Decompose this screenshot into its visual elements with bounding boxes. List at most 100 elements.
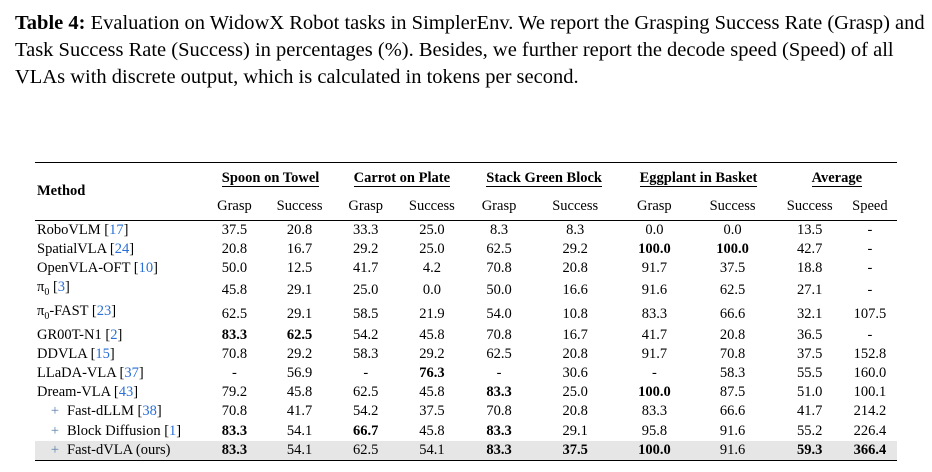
subheader-success: Success: [530, 193, 621, 221]
citation-link[interactable]: 17: [109, 222, 124, 239]
value-cell: 0.0: [645, 222, 664, 239]
value-cell: 13.5: [797, 222, 823, 239]
value-cell: 29.1: [562, 422, 588, 439]
citation-link[interactable]: 37: [124, 365, 139, 382]
value-cell: 29.2: [562, 241, 588, 258]
value-cell: 54.1: [395, 440, 468, 461]
value-cell: 95.8: [641, 422, 668, 439]
subheader-success: Success: [395, 193, 468, 221]
method-name: RoboVLM: [37, 222, 101, 239]
value-cell: 83.3: [486, 384, 512, 401]
value-cell: 83.3: [641, 403, 668, 420]
value-cell: 56.9: [286, 365, 313, 382]
value-cell: 62.5: [221, 305, 248, 322]
value-cell: 33.3: [353, 222, 379, 239]
value-cell: 83.3: [221, 327, 248, 344]
method-cell: LLaDA-VLA [37]: [37, 365, 144, 382]
value-cell: 8.3: [489, 222, 509, 239]
method-name: Fast-dLLM: [67, 403, 134, 420]
citation-link[interactable]: 43: [118, 384, 134, 401]
method-cell: + Fast-dVLA (ours): [35, 440, 206, 461]
citation-link[interactable]: 2: [110, 327, 118, 344]
value-cell: 20.8: [562, 260, 588, 277]
value-cell: -: [363, 365, 369, 382]
value-cell: 0.0: [422, 281, 441, 298]
subheader-grasp: Grasp: [620, 193, 689, 221]
method-subscript: 0: [44, 311, 50, 323]
value-cell: 58.3: [353, 346, 379, 363]
table-row: SpatialVLA [24] 20.8 16.7 29.2 25.0 62.5 29.2 1…: [35, 240, 897, 259]
method-name: Fast-dVLA (ours): [67, 441, 171, 458]
citation-link[interactable]: 38: [142, 403, 157, 420]
citation-link[interactable]: 10: [138, 260, 154, 277]
value-cell: 54.0: [486, 305, 512, 322]
value-cell: 366.4: [842, 440, 897, 461]
value-cell: 66.7: [353, 422, 379, 439]
value-cell: 51.0: [797, 384, 823, 401]
value-cell: 29.2: [286, 346, 313, 363]
method-cell: SpatialVLA [24]: [37, 241, 135, 258]
value-cell: 83.3: [205, 440, 264, 461]
value-cell: 54.1: [286, 422, 313, 439]
citation-link[interactable]: 3: [57, 279, 66, 296]
method-name: OpenVLA-OFT: [37, 260, 131, 277]
value-cell: 37.5: [419, 403, 445, 420]
value-cell: 42.7: [797, 241, 823, 258]
value-cell: -: [867, 241, 873, 258]
value-cell: 41.7: [286, 403, 313, 420]
value-cell: 59.3: [776, 440, 843, 461]
value-cell: 25.0: [419, 222, 445, 239]
value-cell: 83.3: [467, 440, 531, 461]
method-name: GR00T-N1: [37, 327, 102, 344]
value-cell: 37.5: [221, 222, 248, 239]
value-cell: 0.0: [723, 222, 742, 239]
value-cell: 29.2: [419, 346, 445, 363]
value-cell: 37.5: [797, 346, 823, 363]
citation-link[interactable]: 15: [95, 346, 110, 363]
value-cell: 16.7: [286, 241, 313, 258]
value-cell: 91.6: [641, 281, 668, 298]
method-suffix: -FAST: [49, 303, 89, 320]
method-cell: DDVLA [15]: [37, 346, 115, 363]
table-row: π0 [3] 45.8 29.1 25.0 0.0 50.0 16.6 91.6 62.5 27.…: [35, 278, 897, 302]
value-cell: 54.1: [263, 440, 336, 461]
citation-link[interactable]: 24: [114, 241, 130, 258]
subheader-grasp: Grasp: [467, 193, 531, 221]
value-cell: 27.1: [797, 281, 823, 298]
table-row: RoboVLM [17] 37.5 20.8 33.3 25.0 8.3 8.3 0.0 0.0…: [35, 221, 897, 241]
value-cell: 62.5: [486, 346, 512, 363]
table-row: π0-FAST [23] 62.5 29.1 58.5 21.9 54.0 10.8 83.3…: [35, 302, 897, 326]
value-cell: 37.5: [719, 260, 746, 277]
citation-link[interactable]: 23: [96, 303, 112, 320]
value-cell: 107.5: [853, 305, 887, 322]
value-cell: 45.8: [419, 327, 445, 344]
plus-icon: +: [50, 403, 60, 420]
value-cell: 45.8: [286, 384, 313, 401]
value-cell: 91.6: [719, 422, 746, 439]
value-cell: 21.9: [419, 305, 445, 322]
value-cell: 83.3: [221, 422, 248, 439]
value-cell: 83.3: [486, 422, 512, 439]
citation-link[interactable]: 1: [169, 422, 177, 439]
value-cell: 100.0: [716, 241, 749, 258]
value-cell: 30.6: [562, 365, 588, 382]
group-header: Average: [811, 169, 863, 187]
value-cell: 62.5: [286, 327, 313, 344]
subheader-grasp: Grasp: [205, 193, 264, 221]
method-name: Dream-VLA: [37, 384, 111, 401]
value-cell: 100.0: [620, 440, 689, 461]
value-cell: 76.3: [419, 365, 445, 382]
value-cell: 226.4: [853, 422, 887, 439]
value-cell: 37.5: [530, 440, 621, 461]
method-cell: π0-FAST [23]: [37, 303, 117, 323]
value-cell: 29.1: [286, 281, 313, 298]
value-cell: 55.2: [797, 422, 823, 439]
group-header: Eggplant in Basket: [639, 169, 758, 187]
value-cell: 70.8: [486, 403, 512, 420]
value-cell: 152.8: [853, 346, 887, 363]
method-name: DDVLA: [37, 346, 87, 363]
table-row: + Block Diffusion [1] 83.3 54.1 66.7 45.8 83.3…: [35, 422, 897, 441]
value-cell: 62.5: [719, 281, 746, 298]
method-header: Method: [35, 162, 206, 221]
value-cell: 62.5: [486, 241, 512, 258]
